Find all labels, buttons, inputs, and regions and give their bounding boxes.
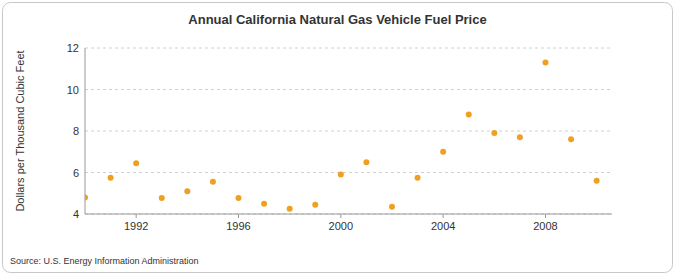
point [261, 201, 267, 207]
y-tick-label: 12 [67, 42, 79, 54]
point [159, 195, 165, 201]
grid-line [85, 131, 612, 132]
chart: Annual California Natural Gas Vehicle Fu… [0, 0, 675, 275]
point [517, 134, 523, 140]
point [235, 195, 241, 201]
x-tick [545, 214, 546, 218]
x-tick-label: 2000 [329, 220, 353, 232]
grid-line [85, 172, 612, 173]
point [542, 60, 548, 66]
point [466, 111, 472, 117]
x-tick-label: 2004 [431, 220, 455, 232]
point [312, 202, 318, 208]
x-tick-label: 2008 [533, 220, 557, 232]
y-tick-label: 10 [67, 84, 79, 96]
point [85, 194, 88, 200]
x-axis [85, 214, 612, 215]
y-tick-label: 6 [73, 167, 79, 179]
title: Annual California Natural Gas Vehicle Fu… [188, 12, 486, 27]
point [491, 130, 497, 136]
grid-line [85, 214, 612, 215]
points [85, 60, 600, 212]
point [415, 175, 421, 181]
point [210, 179, 216, 185]
point [108, 175, 114, 181]
y-tick-label: 4 [73, 208, 79, 220]
x-tick [136, 214, 137, 218]
point [568, 136, 574, 142]
source: Source: U.S. Energy Information Administ… [10, 256, 199, 266]
point [363, 159, 369, 165]
x-tick [443, 214, 444, 218]
point [287, 206, 293, 212]
point [440, 149, 446, 155]
x-tick-label: 1992 [124, 220, 148, 232]
point [389, 204, 395, 210]
x-tick-label: 1996 [226, 220, 250, 232]
frame [3, 3, 673, 273]
point [338, 172, 344, 178]
grid-line [85, 89, 612, 90]
y-axis-label: Dollars per Thousand Cubic Feet [14, 50, 26, 211]
point [133, 160, 139, 166]
y-axis [85, 48, 86, 214]
point [184, 188, 190, 194]
point [594, 178, 600, 184]
y-tick-label: 8 [73, 125, 79, 137]
grid-line [85, 48, 612, 49]
x-tick [340, 214, 341, 218]
x-tick [238, 214, 239, 218]
